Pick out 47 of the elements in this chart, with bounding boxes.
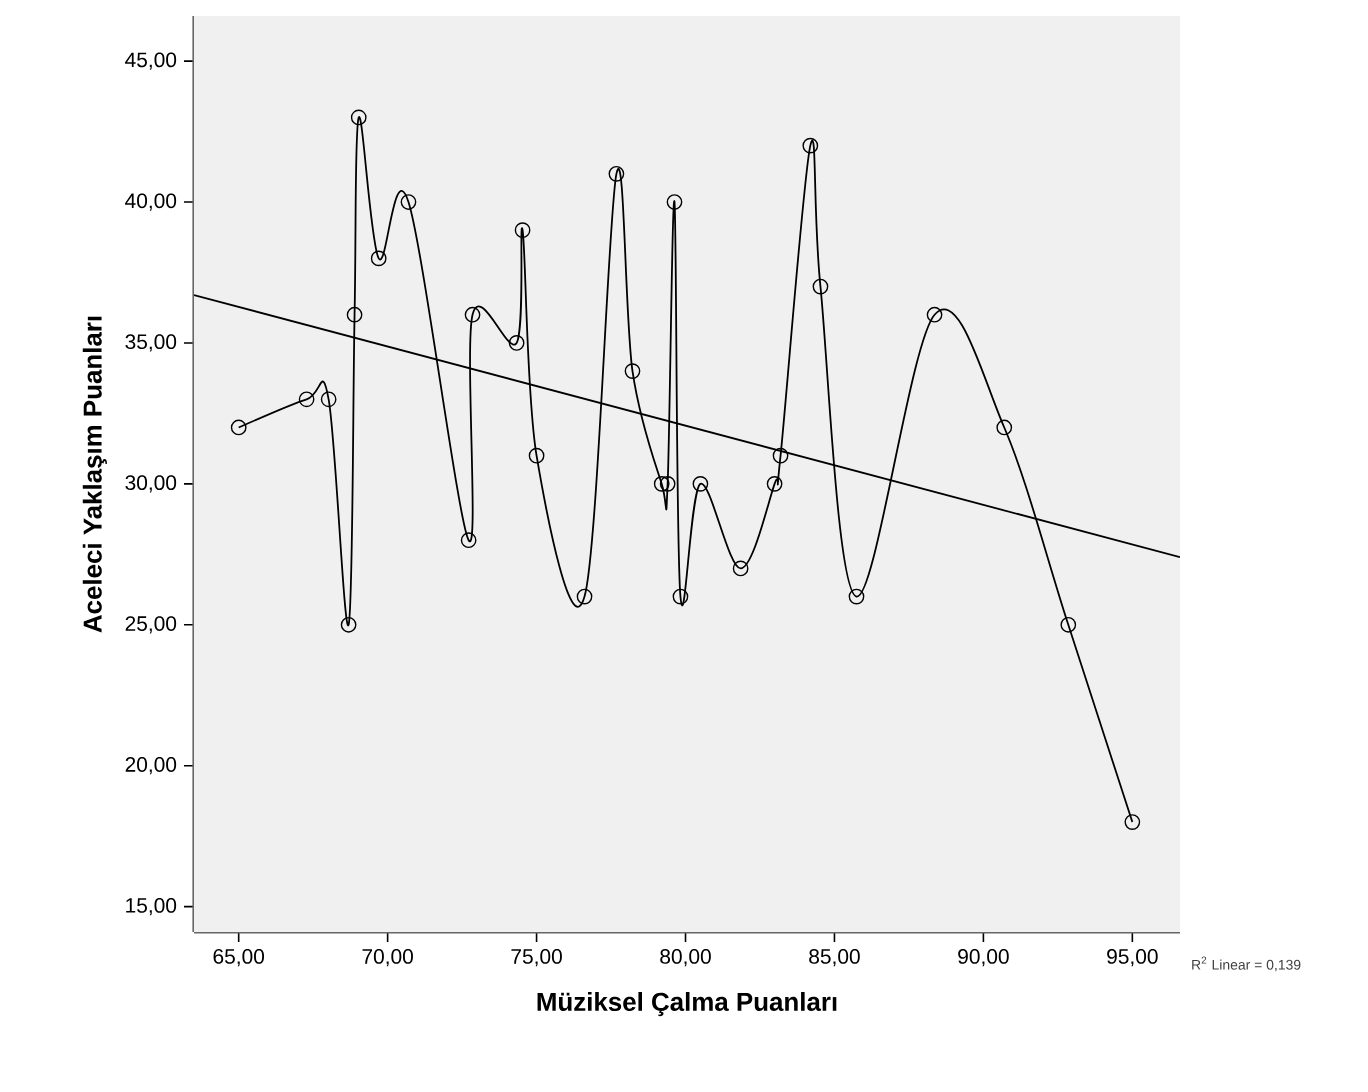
point xyxy=(666,194,683,210)
y-tick-label: 25,00 xyxy=(125,616,177,634)
point xyxy=(1124,814,1141,830)
point xyxy=(320,391,337,408)
y-axis-title: Aceleci Yaklaşım Puanları xyxy=(82,316,107,633)
point xyxy=(653,475,670,492)
point xyxy=(350,109,367,126)
point xyxy=(370,250,387,267)
point xyxy=(772,447,789,464)
y-tick-label: 20,00 xyxy=(125,757,177,775)
x-axis-title: Müziksel Çalma Puanları xyxy=(537,991,837,1017)
y-tick-label: 15,00 xyxy=(126,898,177,916)
point xyxy=(400,194,417,210)
point xyxy=(608,165,625,182)
y-tick-label: 40,00 xyxy=(125,193,177,211)
point xyxy=(848,588,865,605)
point xyxy=(732,560,749,577)
x-tick-label: 95,00 xyxy=(1107,949,1158,967)
y-tick-label: 30,00 xyxy=(125,475,177,493)
point xyxy=(672,588,689,605)
point xyxy=(298,391,315,408)
point xyxy=(996,419,1013,436)
x-tick-label: 65,00 xyxy=(213,949,265,967)
point xyxy=(464,306,481,323)
x-tick-label: 90,00 xyxy=(958,949,1009,967)
x-tick-label: 80,00 xyxy=(660,949,711,967)
x-tick-label: 75,00 xyxy=(511,949,562,967)
x-tick-label: 70,00 xyxy=(362,949,413,967)
point xyxy=(692,475,709,492)
point xyxy=(508,335,525,351)
y-tick-label: 35,00 xyxy=(125,334,177,352)
point xyxy=(528,447,545,464)
x-tick-label: 85,00 xyxy=(809,949,860,967)
point xyxy=(514,222,531,239)
point xyxy=(926,306,943,323)
point xyxy=(230,419,247,436)
point xyxy=(340,616,357,633)
point xyxy=(624,363,641,379)
point xyxy=(576,588,593,605)
point xyxy=(460,532,477,549)
point xyxy=(802,137,819,154)
point xyxy=(1060,616,1077,633)
y-tick-label: 45,00 xyxy=(125,52,177,70)
point xyxy=(812,278,829,295)
point xyxy=(346,306,363,323)
point xyxy=(766,475,783,492)
point xyxy=(659,475,676,492)
